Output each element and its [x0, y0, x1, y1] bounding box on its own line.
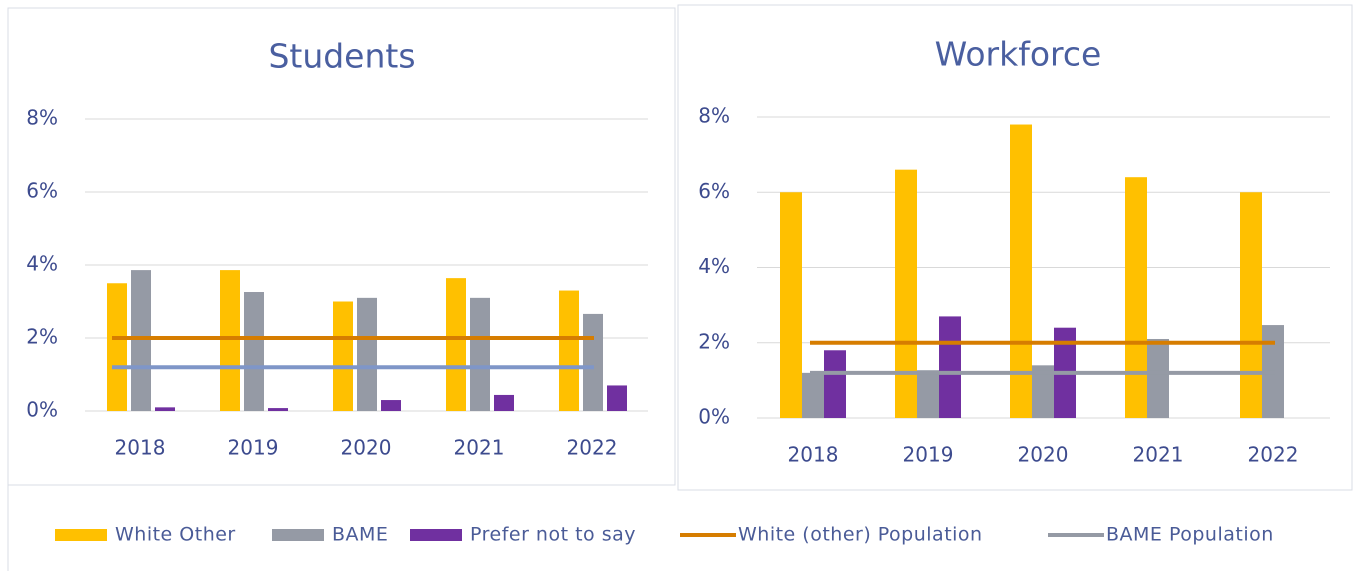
bar — [583, 313, 603, 411]
bar — [333, 301, 353, 411]
bar — [1125, 177, 1147, 418]
y-tick-label: 8% — [26, 106, 58, 130]
bar — [470, 297, 490, 411]
legend: White Other BAME Prefer not to say White (o… — [55, 524, 1274, 546]
y-tick-label: 4% — [698, 254, 730, 278]
bar — [244, 292, 264, 411]
chart-title: Workforce — [935, 35, 1102, 74]
x-tick-label: 2021 — [1133, 443, 1184, 467]
bar — [220, 270, 240, 411]
x-tick-label: 2018 — [788, 443, 839, 467]
y-tick-label: 8% — [698, 104, 730, 128]
x-tick-label: 2019 — [903, 443, 954, 467]
bar — [131, 270, 151, 411]
bar — [607, 385, 627, 411]
bar — [1240, 192, 1262, 418]
bar — [268, 408, 288, 411]
legend-label: Prefer not to say — [470, 524, 636, 546]
x-tick-label: 2019 — [228, 436, 279, 460]
bar — [559, 290, 579, 411]
chart-title: Students — [268, 37, 415, 76]
x-tick-label: 2022 — [1248, 443, 1299, 467]
x-tick-label: 2022 — [567, 436, 618, 460]
bar — [357, 297, 377, 411]
y-tick-label: 2% — [698, 329, 730, 353]
x-tick-label: 2021 — [454, 436, 505, 460]
legend-swatch — [55, 529, 107, 541]
y-tick-label: 2% — [26, 325, 58, 349]
x-tick-label: 2020 — [341, 436, 392, 460]
bar — [939, 316, 961, 418]
bar — [381, 400, 401, 411]
bar — [1147, 338, 1169, 418]
y-tick-label: 0% — [26, 398, 58, 422]
y-tick-label: 6% — [26, 179, 58, 203]
bar — [917, 370, 939, 418]
bar — [494, 394, 514, 411]
bar — [446, 278, 466, 411]
bar — [780, 192, 802, 418]
legend-label: White (other) Population — [738, 524, 983, 546]
bar — [1032, 365, 1054, 418]
bar — [107, 283, 127, 411]
x-tick-label: 2020 — [1018, 443, 1069, 467]
y-tick-label: 6% — [698, 179, 730, 203]
legend-label: BAME Population — [1106, 524, 1274, 546]
bar — [802, 372, 824, 418]
bar — [155, 407, 175, 411]
y-tick-label: 4% — [26, 252, 58, 276]
bar — [824, 350, 846, 418]
y-tick-label: 0% — [698, 405, 730, 429]
x-tick-label: 2018 — [115, 436, 166, 460]
legend-swatch — [272, 529, 324, 541]
students-panel — [7, 7, 676, 486]
legend-label: BAME — [332, 524, 388, 546]
legend-label: White Other — [115, 524, 236, 546]
legend-swatch — [410, 529, 462, 541]
bar — [895, 169, 917, 418]
